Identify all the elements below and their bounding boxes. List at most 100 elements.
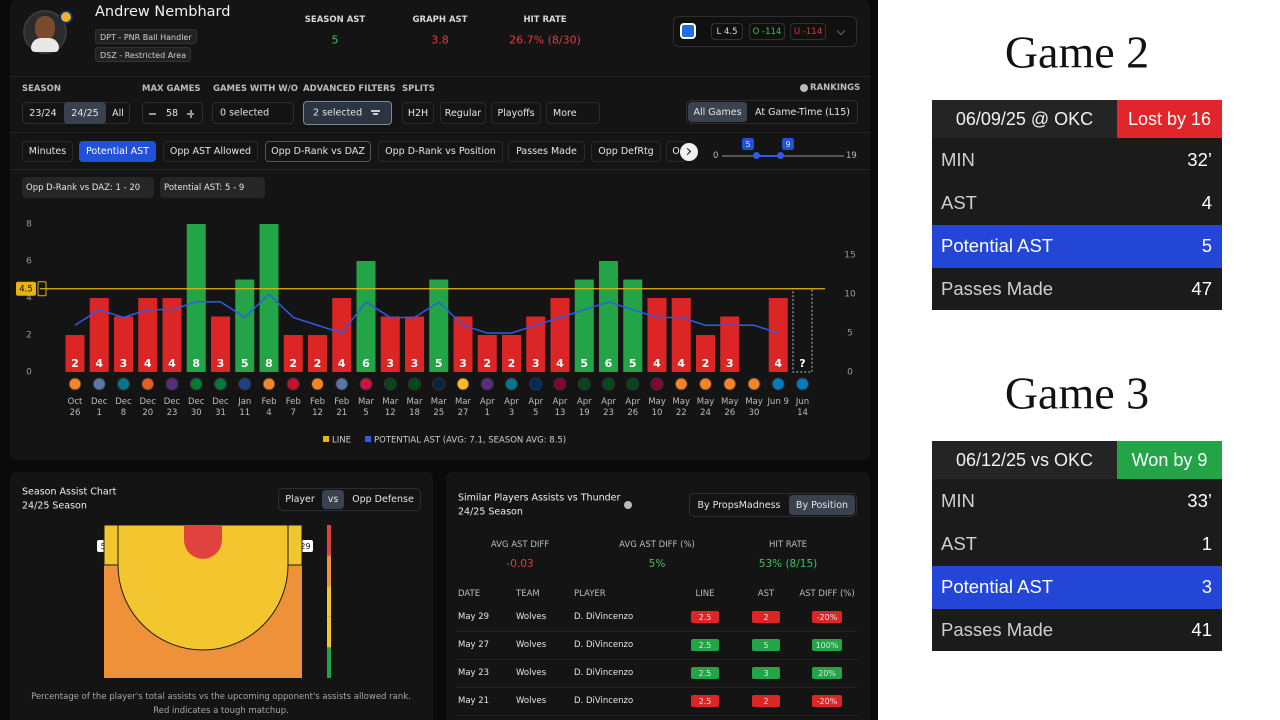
metric-tab[interactable]: Opp DefRtg bbox=[591, 141, 661, 162]
view-option[interactable]: All Games bbox=[688, 102, 747, 122]
slider-min: 0 bbox=[713, 151, 719, 161]
view-option[interactable]: At Game-Time (L15) bbox=[755, 106, 850, 118]
x-tick-label: Apr 1 bbox=[479, 397, 495, 418]
split-option[interactable]: Regular bbox=[440, 102, 486, 124]
table-pill: 2.5 bbox=[691, 667, 719, 679]
x-tick-label: May 22 bbox=[672, 397, 691, 418]
column-header: DATE bbox=[458, 589, 481, 599]
metric-tab[interactable]: Potential AST bbox=[79, 141, 156, 162]
main-panel bbox=[10, 0, 870, 460]
minus-icon bbox=[149, 113, 156, 115]
stat-label: HIT RATE bbox=[523, 15, 567, 25]
x-tick-label: Dec 20 bbox=[139, 397, 156, 418]
column-header: LINE bbox=[695, 589, 715, 599]
table-pill: 20% bbox=[812, 667, 842, 679]
stat-number: 32’ bbox=[1187, 149, 1212, 170]
toggle-box bbox=[278, 488, 421, 511]
filter-chip[interactable]: Opp D-Rank vs DAZ: 1 - 20 bbox=[22, 177, 154, 198]
x-tick-label: Apr 23 bbox=[601, 397, 616, 418]
game-result: Won by 9 bbox=[1117, 441, 1222, 479]
toggle-option[interactable]: vs bbox=[322, 490, 344, 509]
rankings-label: RANKINGS bbox=[810, 83, 861, 93]
x-tick-label: Mar 5 bbox=[357, 397, 375, 418]
zone-pct: 5% bbox=[97, 540, 117, 552]
toggle-option[interactable]: Opp Defense bbox=[352, 494, 414, 505]
x-tick-label: Feb 21 bbox=[334, 397, 350, 418]
stat-number: 1 bbox=[1201, 533, 1212, 554]
mode-option[interactable]: By Position bbox=[789, 495, 855, 515]
highlight-row bbox=[932, 566, 1222, 609]
x-tick-label: Feb 7 bbox=[285, 397, 301, 418]
court-caption: Red indicates a tough matchup. bbox=[153, 706, 289, 716]
x-tick-label: Dec 30 bbox=[188, 397, 205, 418]
filter-label: GAMES WITH W/O bbox=[213, 84, 299, 94]
role-tag: DSZ - Restricted Area bbox=[95, 47, 192, 62]
x-tick-label: May 10 bbox=[648, 397, 666, 418]
row-divider bbox=[456, 687, 858, 688]
zone-count: 11 bbox=[204, 591, 219, 603]
table-cell: May 29 bbox=[458, 612, 490, 622]
metric-tab[interactable]: Opp D-Rank vs Position bbox=[378, 141, 503, 162]
split-option[interactable]: Playoffs bbox=[491, 102, 541, 124]
x-tick-label: Apr 3 bbox=[504, 397, 519, 418]
filters-divider bbox=[10, 132, 870, 133]
highlight-row bbox=[932, 225, 1222, 268]
slider-handle[interactable] bbox=[753, 152, 760, 159]
court-title: Season Assist Chart bbox=[22, 486, 117, 498]
mode-option[interactable]: By PropsMadness bbox=[697, 499, 781, 511]
odds-chip: O -114 bbox=[749, 23, 785, 40]
stat-number: 47 bbox=[1191, 278, 1212, 299]
stat-number: 5 bbox=[1201, 235, 1212, 256]
avatar-face bbox=[35, 16, 55, 40]
metric-tab[interactable]: Opp D-Rank vs DAZ bbox=[265, 141, 371, 162]
metric-tab[interactable]: Minutes bbox=[22, 141, 73, 162]
filter-label: SPLITS bbox=[402, 84, 435, 94]
table-cell: May 23 bbox=[458, 668, 490, 678]
x-tick-label: Dec 23 bbox=[163, 397, 181, 418]
season-option[interactable]: 23/24 bbox=[29, 107, 57, 119]
table-pill: 2.5 bbox=[691, 639, 719, 651]
x-tick-label: May 26 bbox=[720, 397, 739, 418]
filter-label: MAX GAMES bbox=[142, 84, 201, 94]
x-tick-label: Mar 25 bbox=[430, 397, 447, 418]
x-tick-label: Mar 18 bbox=[406, 397, 423, 418]
x-tick-label: May 24 bbox=[696, 397, 715, 418]
table-pill: 2.5 bbox=[691, 695, 719, 707]
avatar-shirt bbox=[31, 38, 59, 52]
stat-name: AST bbox=[941, 533, 977, 554]
metric-tab[interactable]: Opp AST Allowed bbox=[163, 141, 258, 162]
season-option[interactable]: 24/25 bbox=[64, 102, 106, 124]
odds-box bbox=[673, 16, 857, 47]
metric-tab[interactable]: Passes Made bbox=[508, 141, 585, 162]
court-subtitle: 24/25 Season bbox=[22, 500, 87, 512]
filter-chip[interactable]: Potential AST: 5 - 9 bbox=[160, 177, 265, 198]
games-wo-box[interactable] bbox=[212, 102, 294, 124]
x-tick-label: Oct 26 bbox=[67, 397, 83, 418]
column-header: TEAM bbox=[516, 589, 540, 599]
column-header: AST DIFF (%) bbox=[799, 589, 855, 599]
summary-value: 53% (8/15) bbox=[758, 558, 818, 570]
slider-high: 9 bbox=[782, 138, 794, 150]
stat-label: GRAPH AST bbox=[412, 15, 468, 25]
toggle-option[interactable]: Player bbox=[285, 494, 315, 505]
table-cell: D. DiVincenzo bbox=[574, 696, 634, 706]
table-cell: Wolves bbox=[516, 640, 547, 650]
team-logo bbox=[59, 10, 73, 24]
season-option[interactable]: All bbox=[112, 107, 124, 119]
x-tick-label: Apr 19 bbox=[576, 397, 592, 418]
table-cell: Wolves bbox=[516, 696, 547, 706]
split-option[interactable]: H2H bbox=[402, 102, 434, 124]
x-tick-label: Jun 14 bbox=[795, 397, 810, 418]
scroll-arrow[interactable] bbox=[680, 143, 698, 161]
x-tick-label: Jan 11 bbox=[238, 397, 252, 418]
split-option[interactable]: More bbox=[546, 102, 600, 124]
zone-pct: 5% bbox=[277, 540, 297, 552]
plus-icon bbox=[190, 109, 192, 118]
slider-handle[interactable] bbox=[777, 152, 784, 159]
stat-value: 5 bbox=[331, 33, 339, 47]
similar-title: Similar Players Assists vs Thunder bbox=[458, 492, 621, 504]
views-box bbox=[686, 100, 858, 124]
zone-pct: 31% bbox=[183, 540, 203, 552]
column-header: PLAYER bbox=[574, 589, 606, 599]
table-pill: 5 bbox=[752, 639, 780, 651]
